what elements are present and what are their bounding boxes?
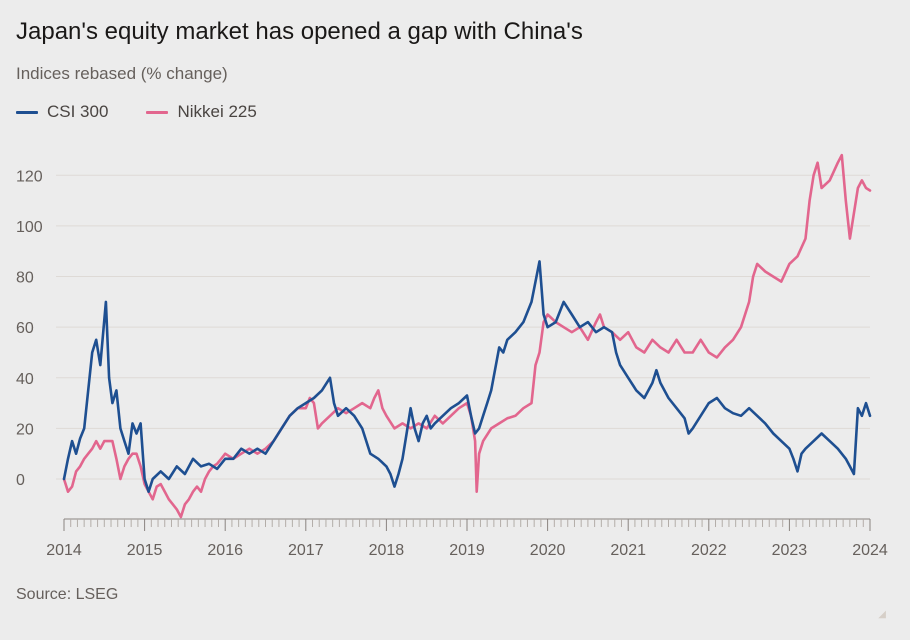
corner-mark: ◢ bbox=[878, 609, 886, 620]
y-tick-label-0: 0 bbox=[16, 472, 25, 489]
x-tick-label-2015: 2015 bbox=[127, 542, 163, 559]
y-tick-label-40: 40 bbox=[16, 371, 34, 388]
y-tick-label-100: 100 bbox=[16, 219, 43, 236]
series-line-csi-300 bbox=[62, 260, 872, 493]
x-tick-label-2022: 2022 bbox=[691, 542, 727, 559]
series-line-nikkei-225 bbox=[62, 153, 872, 519]
y-tick-label-80: 80 bbox=[16, 270, 34, 287]
chart-legend: CSI 300 Nikkei 225 bbox=[16, 102, 295, 122]
legend-swatch-csi-300 bbox=[16, 110, 38, 114]
x-tick-label-2024: 2024 bbox=[852, 542, 888, 559]
y-tick-label-60: 60 bbox=[16, 320, 34, 337]
x-tick-label-2019: 2019 bbox=[449, 542, 485, 559]
x-tick-label-2014: 2014 bbox=[46, 542, 82, 559]
x-tick-label-2020: 2020 bbox=[530, 542, 566, 559]
legend-swatch-nikkei-225 bbox=[146, 110, 169, 114]
legend-label-nikkei-225: Nikkei 225 bbox=[177, 102, 257, 121]
legend-item-csi-300: CSI 300 bbox=[16, 102, 108, 122]
y-tick-label-20: 20 bbox=[16, 421, 34, 438]
x-tick-label-2017: 2017 bbox=[288, 542, 324, 559]
y-tick-label-120: 120 bbox=[16, 168, 43, 185]
source-note: Source: LSEG bbox=[16, 586, 119, 603]
x-tick-label-2016: 2016 bbox=[207, 542, 243, 559]
legend-label-csi-300: CSI 300 bbox=[47, 102, 109, 121]
x-tick-label-2018: 2018 bbox=[369, 542, 405, 559]
legend-item-nikkei-225: Nikkei 225 bbox=[146, 102, 257, 122]
x-tick-label-2021: 2021 bbox=[610, 542, 646, 559]
chart-title: Japan's equity market has opened a gap w… bbox=[16, 18, 583, 45]
chart-subtitle: Indices rebased (% change) bbox=[16, 64, 228, 83]
x-tick-label-2023: 2023 bbox=[772, 542, 808, 559]
